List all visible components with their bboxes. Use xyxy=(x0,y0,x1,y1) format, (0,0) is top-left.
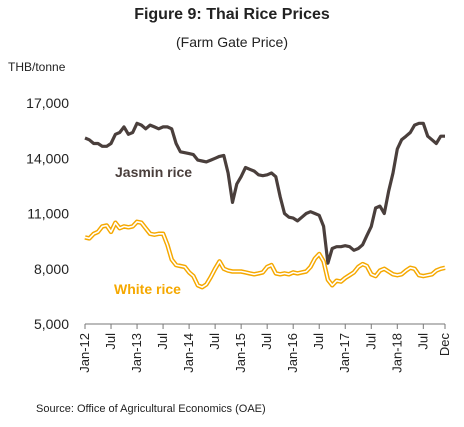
y-tick-label: 5,000 xyxy=(34,316,69,332)
x-tick-label: Jul xyxy=(311,333,326,350)
x-tick-label: Jul xyxy=(259,333,274,350)
series-line-jasmin-rice xyxy=(84,121,445,265)
x-tick-label: Jul xyxy=(415,333,430,350)
y-axis-ticks: 5,000 8,000 11,000 14,000 17,000 xyxy=(26,95,69,332)
x-tick-label: Jan-17 xyxy=(337,333,352,373)
series-line-white-rice-inner xyxy=(84,221,446,288)
y-tick-label: 14,000 xyxy=(26,150,69,166)
x-tick-label: Jul xyxy=(155,333,170,350)
y-axis-label: THB/tonne xyxy=(8,60,66,74)
x-tick-label: Jul xyxy=(363,333,378,350)
series-lines xyxy=(84,121,446,290)
x-tick-label: Jan-15 xyxy=(233,333,248,373)
y-tick-label: 17,000 xyxy=(26,95,69,111)
x-tick-label: Jul xyxy=(103,333,118,350)
y-tick-label: 8,000 xyxy=(34,261,69,277)
x-tick-label: Dec xyxy=(437,333,452,357)
x-tick-label: Jan-14 xyxy=(181,333,196,373)
series-line-white-rice-outer xyxy=(84,219,446,290)
y-tick-label: 11,000 xyxy=(27,206,69,222)
chart-subtitle: (Farm Gate Price) xyxy=(175,34,288,50)
series-label: White rice xyxy=(114,281,181,297)
chart-title: Figure 9: Thai Rice Prices xyxy=(134,6,330,23)
x-tick-label: Jan-18 xyxy=(389,333,404,373)
x-tick-label: Jan-13 xyxy=(129,333,144,373)
x-tick-label: Jul xyxy=(207,333,222,350)
x-tick-label: Jan-16 xyxy=(285,333,300,373)
x-axis: Jan-12 Jul Jan-13 Jul Jan-14 Jul Jan-15 Jul Jan-… xyxy=(77,323,452,373)
x-tick-label: Jan-12 xyxy=(77,333,92,373)
source-note: Source: Office of Agricultural Economics… xyxy=(36,403,266,415)
series-label: Jasmin rice xyxy=(115,164,192,180)
series-labels: Jasmin rice White rice xyxy=(114,164,192,297)
